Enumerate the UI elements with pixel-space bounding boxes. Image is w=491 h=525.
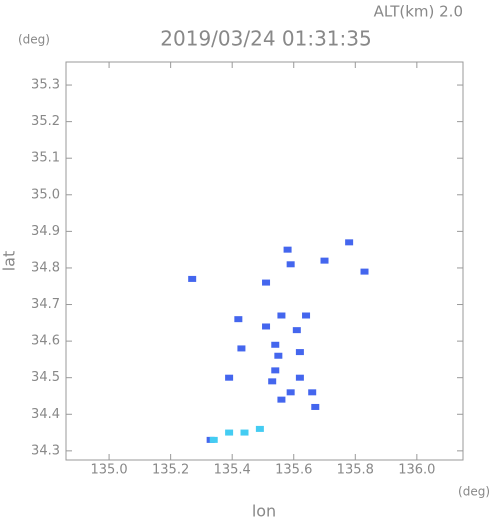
echo bbox=[188, 275, 197, 282]
echo bbox=[292, 327, 301, 334]
y-tick-label: 34.9 bbox=[31, 224, 60, 239]
x-tick-label: 135.6 bbox=[275, 463, 312, 478]
echo bbox=[274, 352, 283, 359]
y-unit: (deg) bbox=[18, 33, 50, 47]
echo bbox=[277, 312, 286, 319]
y-tick-label: 35.1 bbox=[31, 151, 60, 166]
y-axis-label: lat bbox=[0, 251, 19, 272]
x-tick-label: 136.0 bbox=[398, 463, 435, 478]
y-tick-label: 34.3 bbox=[31, 443, 60, 458]
y-tick-label: 34.4 bbox=[31, 407, 60, 422]
echo bbox=[237, 345, 246, 352]
echo bbox=[268, 378, 277, 385]
echo bbox=[271, 341, 280, 348]
echo bbox=[345, 239, 354, 246]
echo bbox=[295, 374, 304, 381]
echo bbox=[225, 374, 234, 381]
echo bbox=[255, 425, 264, 432]
echo bbox=[262, 279, 271, 286]
echo bbox=[311, 403, 320, 410]
echo bbox=[209, 436, 218, 443]
echo bbox=[295, 349, 304, 356]
echo bbox=[225, 429, 234, 436]
x-tick-label: 135.0 bbox=[90, 463, 127, 478]
y-tick-label: 34.5 bbox=[31, 370, 60, 385]
plot-frame bbox=[65, 61, 464, 461]
x-tick-label: 135.2 bbox=[152, 463, 189, 478]
y-tick-label: 34.8 bbox=[31, 260, 60, 275]
y-tick-label: 34.7 bbox=[31, 297, 60, 312]
echo bbox=[271, 367, 280, 374]
echo bbox=[234, 316, 243, 323]
echo bbox=[283, 246, 292, 253]
x-axis-label: lon bbox=[252, 502, 276, 521]
y-tick-label: 35.3 bbox=[31, 78, 60, 93]
echo bbox=[302, 312, 311, 319]
chart-title: 2019/03/24 01:31:35 bbox=[160, 27, 371, 51]
y-tick-label: 35.0 bbox=[31, 187, 60, 202]
echo bbox=[320, 257, 329, 264]
y-tick-label: 35.2 bbox=[31, 114, 60, 129]
x-tick-label: 135.8 bbox=[337, 463, 374, 478]
echo bbox=[286, 389, 295, 396]
echo bbox=[286, 261, 295, 268]
echo bbox=[308, 389, 317, 396]
echo bbox=[277, 396, 286, 403]
echo bbox=[360, 268, 369, 275]
echo bbox=[262, 323, 271, 330]
x-tick-label: 135.4 bbox=[214, 463, 251, 478]
x-unit: (deg) bbox=[458, 485, 490, 499]
echo bbox=[240, 429, 249, 436]
y-tick-label: 34.6 bbox=[31, 334, 60, 349]
altitude-label: ALT(km) 2.0 bbox=[374, 3, 463, 21]
